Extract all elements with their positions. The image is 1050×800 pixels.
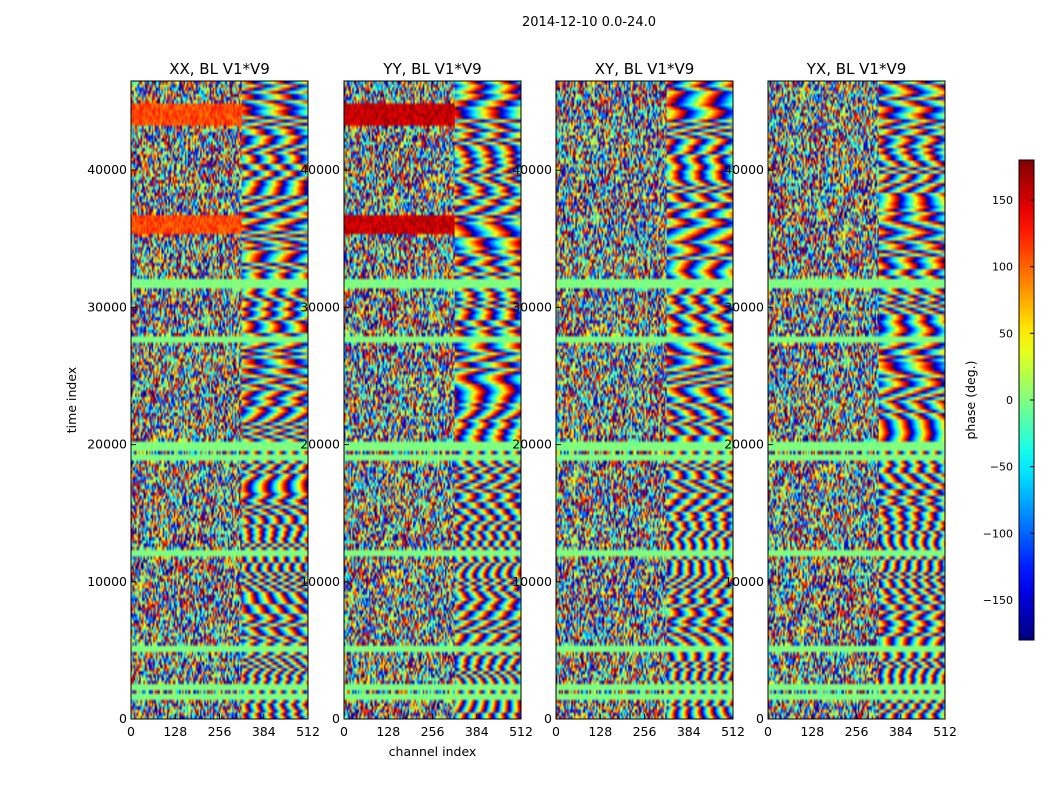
- y-tick-label: 20000: [87, 437, 127, 452]
- colorbar-label: phase (deg.): [963, 361, 978, 440]
- x-tick-label: 256: [845, 724, 869, 739]
- x-tick-label: 128: [376, 724, 400, 739]
- y-tick-label: 0: [119, 711, 127, 726]
- x-tick-label: 384: [677, 724, 701, 739]
- x-tick-label: 384: [465, 724, 489, 739]
- y-tick-label: 40000: [724, 162, 764, 177]
- colorbar: 150 100 50 0 −50 −100 −150 phase (deg.): [963, 159, 1035, 641]
- phase-image-3: [768, 81, 945, 719]
- x-tick-label: 512: [296, 724, 320, 739]
- y-tick-label: 10000: [512, 574, 552, 589]
- x-tick-label: 384: [252, 724, 276, 739]
- panel-title-3: YX, BL V1*V9: [806, 60, 907, 78]
- x-tick-label: 0: [340, 724, 348, 739]
- y-tick-label: 20000: [512, 437, 552, 452]
- y-tick-label: 10000: [300, 574, 340, 589]
- panel-2: XY, BL V1*V9 0 128 256 384 512 0 10000 20000 3000…: [512, 60, 745, 739]
- x-tick-label: 512: [721, 724, 745, 739]
- panel-title-2: XY, BL V1*V9: [595, 60, 695, 78]
- y-tick-label: 10000: [724, 574, 764, 589]
- colorbar-tick-label: −50: [990, 461, 1013, 474]
- panel-title-0: XX, BL V1*V9: [169, 60, 270, 78]
- panel-1: YY, BL V1*V9 0 128 256 384 512 0 10000 20000 3000…: [300, 60, 533, 759]
- x-tick-label: 512: [509, 724, 533, 739]
- panel-3: YX, BL V1*V9 0 128 256 384 512 0 10000 20000 3000…: [724, 60, 957, 739]
- y-tick-label: 0: [756, 711, 764, 726]
- panel-0: XX, BL V1*V9 0 128 256 384 512 0 10000 20000 3000…: [64, 60, 320, 739]
- y-tick-label: 30000: [300, 299, 340, 314]
- x-tick-label: 128: [163, 724, 187, 739]
- y-tick-label: 10000: [87, 574, 127, 589]
- colorbar-tick-label: 50: [999, 327, 1013, 340]
- x-tick-label: 0: [127, 724, 135, 739]
- x-tick-label: 256: [633, 724, 657, 739]
- colorbar-tick-label: 100: [992, 261, 1013, 274]
- phase-image-2: [556, 81, 733, 719]
- x-axis-label: channel index: [389, 744, 477, 759]
- y-tick-label: 20000: [300, 437, 340, 452]
- y-tick-label: 40000: [87, 162, 127, 177]
- phase-image-0: [131, 81, 308, 719]
- y-axis-label: time index: [64, 367, 79, 433]
- x-tick-label: 256: [421, 724, 445, 739]
- colorbar-tick-label: −100: [983, 527, 1013, 540]
- figure-suptitle: 2014-12-10 0.0-24.0: [522, 15, 656, 30]
- x-tick-label: 128: [800, 724, 824, 739]
- y-tick-label: 20000: [724, 437, 764, 452]
- x-tick-label: 384: [889, 724, 913, 739]
- y-tick-label: 30000: [512, 299, 552, 314]
- y-tick-label: 0: [332, 711, 340, 726]
- x-tick-label: 0: [552, 724, 560, 739]
- colorbar-tick-label: 150: [992, 194, 1013, 207]
- y-tick-label: 30000: [87, 299, 127, 314]
- phase-image-1: [344, 81, 521, 719]
- y-tick-label: 0: [544, 711, 552, 726]
- colorbar-tick-label: 0: [1006, 394, 1013, 407]
- y-tick-label: 30000: [724, 299, 764, 314]
- x-tick-label: 0: [764, 724, 772, 739]
- y-tick-label: 40000: [300, 162, 340, 177]
- panel-title-1: YY, BL V1*V9: [382, 60, 481, 78]
- colorbar-tick-label: −150: [983, 594, 1013, 607]
- x-tick-label: 256: [208, 724, 232, 739]
- panels: XX, BL V1*V9 0 128 256 384 512 0 10000 20000 3000…: [64, 60, 957, 759]
- x-tick-label: 512: [933, 724, 957, 739]
- x-tick-label: 128: [588, 724, 612, 739]
- y-tick-label: 40000: [512, 162, 552, 177]
